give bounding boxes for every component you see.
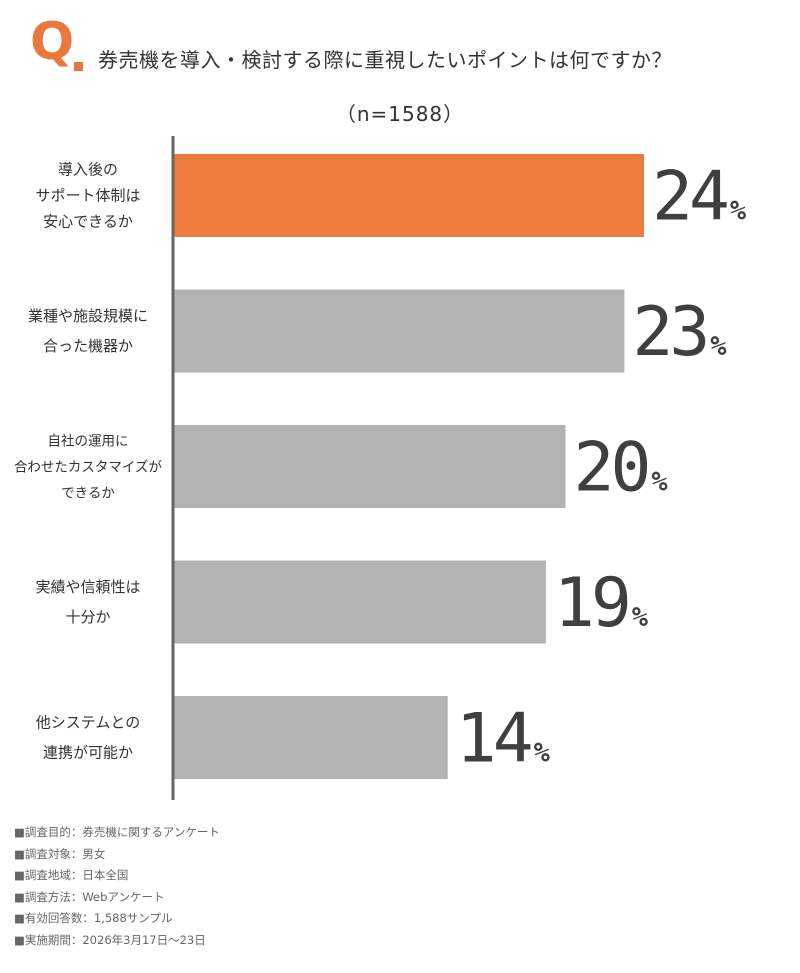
question-text: 券売機を導入・検討する際に重視したいポイントは何ですか？ (98, 48, 672, 72)
bar-5 (173, 696, 448, 779)
category-label-3-line-2: 合わせたカスタマイズが (14, 460, 163, 476)
value-number-4: 19 (554, 564, 628, 643)
footnote-region: ■調査地域：日本全国 (14, 868, 129, 882)
footnote-target: ■調査対象：男女 (14, 846, 106, 861)
q-mark: Q (30, 16, 90, 82)
value-unit-3: % (651, 467, 668, 498)
category-label-5-line-2: 連携が可能か (43, 744, 133, 762)
value-unit-5: % (534, 738, 551, 769)
value-label-2: 23% (632, 293, 727, 372)
category-label-3-line-1: 自社の運用に (48, 434, 129, 450)
value-unit-2: % (710, 331, 727, 362)
category-label-1-line-1: 導入後の (58, 161, 118, 179)
value-number-3: 20 (574, 429, 648, 508)
q-dot (74, 62, 83, 71)
bar-3 (173, 425, 566, 508)
category-label-1-line-2: サポート体制は (35, 187, 140, 205)
category-label-4-line-2: 十分か (65, 608, 110, 626)
category-label-2-line-1: 業種や施設規模に (28, 307, 148, 325)
category-label-2-line-2: 合った機器か (43, 337, 133, 355)
value-label-3: 20% (574, 429, 669, 508)
footnote-responses: ■有効回答数：1,588サンプル (14, 911, 173, 925)
q-letter: Q (30, 12, 75, 72)
value-unit-1: % (730, 196, 747, 227)
value-number-5: 14 (456, 700, 531, 779)
value-label-5: 14% (456, 700, 551, 779)
sample-size: （n=1588） (335, 102, 465, 126)
category-label-1-line-3: 安心できるか (43, 213, 133, 231)
bar-1 (173, 154, 644, 237)
value-label-1: 24% (652, 158, 747, 237)
value-number-1: 24 (652, 158, 727, 237)
category-label-3-line-3: できるか (61, 486, 115, 502)
category-label-4-line-1: 実績や信頼性は (35, 578, 140, 596)
value-unit-4: % (632, 602, 649, 633)
footnote-method: ■調査方法：Webアンケート (14, 889, 165, 904)
bar-2 (173, 289, 625, 373)
footnotes: ■調査目的：券売機に関するアンケート ■調査対象：男女 ■調査地域：日本全国 ■… (14, 822, 220, 951)
footnote-period: ■実施期間：2026年3月17日〜23日 (14, 932, 206, 947)
category-label-5-line-1: 他システムとの (36, 714, 140, 732)
footnote-purpose: ■調査目的：券売機に関するアンケート (14, 825, 220, 839)
value-number-2: 23 (632, 293, 706, 372)
bar-4 (173, 560, 546, 644)
value-label-4: 19% (554, 564, 649, 643)
